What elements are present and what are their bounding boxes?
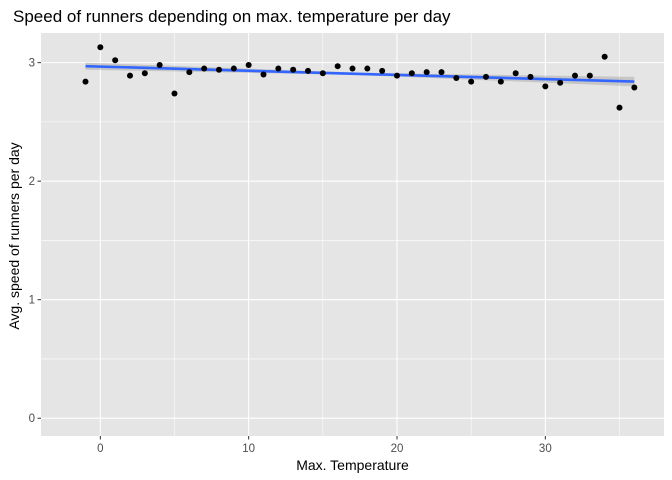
data-point: [82, 78, 89, 85]
data-point: [127, 72, 133, 79]
minor-gridlines: [41, 33, 664, 436]
data-point: [171, 90, 178, 97]
data-point: [260, 71, 267, 78]
data-point: [527, 73, 534, 80]
y-tick-label: 0: [29, 413, 35, 425]
data-point: [601, 53, 608, 60]
data-point: [245, 62, 252, 69]
data-point: [542, 83, 549, 90]
trend-line: [85, 64, 635, 83]
y-tick-label: 3: [29, 58, 35, 70]
data-point: [305, 67, 311, 74]
major-gridlines: [41, 33, 664, 436]
data-points: [82, 44, 638, 111]
data-point: [394, 72, 400, 79]
data-point: [216, 66, 222, 73]
data-point: [631, 84, 638, 91]
data-point: [156, 62, 163, 69]
data-point: [319, 70, 326, 77]
y-tick-label: 2: [29, 176, 35, 188]
x-tick-label: 30: [539, 443, 552, 455]
data-point: [497, 78, 504, 85]
x-tick-label: 10: [242, 443, 255, 455]
x-axis-ticks: 0 10 20 30: [97, 436, 552, 455]
data-point: [201, 65, 208, 72]
data-point: [557, 79, 564, 86]
data-point: [97, 44, 104, 51]
data-point: [364, 65, 371, 72]
y-tick-label: 1: [29, 295, 35, 307]
data-point: [483, 73, 489, 80]
data-point: [512, 70, 519, 77]
data-point: [423, 69, 430, 76]
y-axis-ticks: 0 1 2 3: [29, 58, 41, 425]
plot-panel: [41, 33, 664, 436]
data-point: [290, 66, 297, 73]
y-axis-title: Avg. speed of runners per day: [6, 142, 22, 329]
data-point: [468, 78, 475, 85]
data-point: [186, 69, 193, 76]
data-point: [275, 65, 282, 72]
data-point: [230, 65, 237, 72]
data-point: [379, 67, 386, 74]
data-point: [616, 104, 623, 111]
x-tick-label: 20: [391, 443, 404, 455]
data-point: [453, 75, 460, 82]
x-tick-label: 0: [97, 443, 103, 455]
data-point: [408, 70, 415, 77]
data-point: [141, 70, 148, 77]
data-point: [438, 69, 445, 76]
data-point: [349, 65, 356, 72]
x-axis-title: Max. Temperature: [296, 457, 409, 473]
chart-title: Speed of runners depending on max. tempe…: [13, 7, 451, 26]
data-point: [572, 72, 578, 79]
data-point: [334, 63, 341, 70]
data-point: [112, 57, 119, 64]
data-point: [586, 72, 593, 79]
